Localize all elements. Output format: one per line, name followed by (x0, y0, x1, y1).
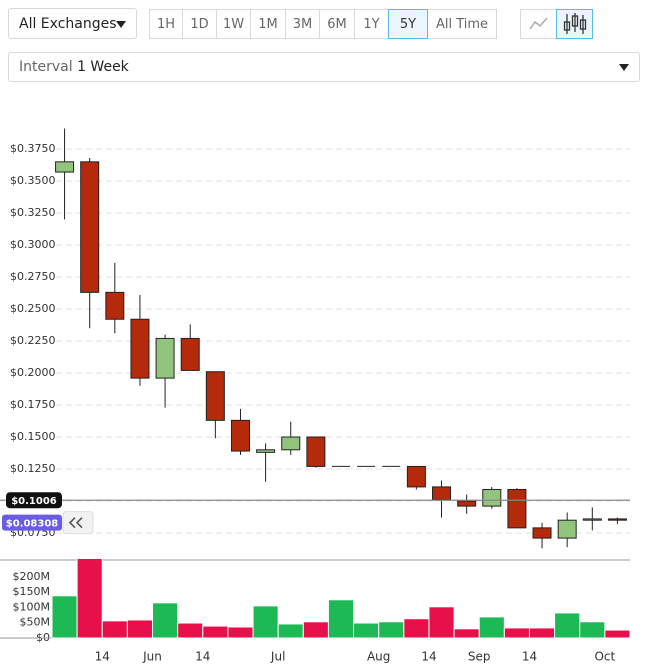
volume-bar (152, 602, 179, 639)
range-buttons: 1H 1D 1W 1M 3M 6M 1Y 5Y All Time (149, 9, 497, 39)
x-tick-label: 14 (95, 650, 110, 664)
volume-bar (428, 606, 455, 639)
candle-body (306, 436, 326, 467)
candle-body (180, 337, 200, 371)
range-button[interactable]: All Time (427, 9, 497, 39)
candle-body (155, 337, 175, 379)
x-tick-label: Sep (468, 650, 491, 664)
candle-body (80, 161, 100, 293)
y-tick-label: $0.3750 (10, 142, 56, 155)
volume-bar (76, 557, 103, 639)
candle-body (457, 500, 477, 507)
candle-chart-toggle[interactable] (556, 9, 593, 39)
candle-body (582, 518, 602, 521)
volume-bar (51, 595, 78, 639)
x-tick-label: Aug (367, 650, 390, 664)
volume-bar (126, 619, 154, 639)
volume-bar (353, 622, 380, 639)
range-button[interactable]: 1H (149, 9, 183, 39)
candle-body (205, 371, 225, 421)
volume-bar (177, 622, 204, 639)
scroll-icon (68, 517, 83, 529)
y-tick-label: $0.3250 (10, 206, 56, 219)
marker-price-label: $0.08308 (6, 519, 59, 530)
last-price-label: $0.1006 (11, 496, 57, 507)
candle-body (256, 449, 276, 453)
x-tick-label: 14 (195, 650, 210, 664)
interval-label: Interval (19, 59, 73, 75)
range-button[interactable]: 5Y (388, 9, 428, 39)
caret (116, 21, 126, 28)
y-tick-label: $0.1750 (10, 398, 56, 411)
volume-bar (202, 625, 229, 639)
candle-body (230, 419, 250, 452)
volume-bar (378, 621, 405, 639)
candle-body (607, 518, 627, 521)
volume-bar (403, 618, 430, 639)
range-button[interactable]: 1Y (354, 9, 389, 39)
x-tick-label: 14 (421, 650, 436, 664)
range-button[interactable]: 1D (182, 9, 217, 39)
interval-select[interactable]: Interval 1 Week (8, 52, 640, 82)
candle-body (482, 488, 502, 507)
scroll-button[interactable] (62, 511, 94, 535)
last-price-tag (6, 492, 62, 509)
marker-price-tag (2, 514, 62, 531)
range-button[interactable]: 1M (250, 9, 286, 39)
x-tick-label: Jun (142, 650, 162, 664)
volume-bar (302, 621, 329, 639)
volume-tick-label: $100M (13, 600, 51, 613)
volume-bar (604, 629, 631, 639)
candle-body (432, 486, 452, 501)
y-tick-label: $0.2750 (10, 270, 56, 283)
y-tick-label: $0.1500 (10, 430, 56, 443)
y-tick-label: $0.2250 (10, 334, 56, 347)
line-icon (529, 17, 548, 30)
volume-tick-label: $50M (20, 616, 51, 629)
candle-body (55, 161, 75, 173)
volume-bar (277, 623, 304, 639)
y-tick-label: $0.2000 (10, 366, 56, 379)
interval-value: 1 Week (77, 59, 129, 75)
x-tick-label: Jul (270, 650, 285, 664)
line-chart-toggle[interactable] (520, 9, 557, 39)
candle-body (507, 488, 527, 529)
volume-bar (227, 626, 254, 639)
x-tick-label: 14 (522, 650, 537, 664)
volume-tick-label: $150M (13, 585, 51, 598)
caret (619, 64, 629, 71)
candle-icon (563, 13, 587, 34)
y-tick-label: $0.1250 (10, 462, 56, 475)
volume-bar (252, 605, 279, 639)
volume-bar (453, 628, 480, 639)
y-tick-label: $0.3500 (10, 174, 56, 187)
volume-bar (554, 612, 581, 639)
volume-bar (327, 599, 355, 639)
volume-bar (503, 627, 530, 639)
volume-bar (528, 627, 556, 639)
candle-body (532, 527, 552, 539)
volume-bar (579, 621, 606, 639)
y-tick-label: $0.3000 (10, 238, 56, 251)
candle-body (105, 291, 125, 320)
range-button[interactable]: 6M (319, 9, 355, 39)
volume-bar (101, 620, 128, 639)
candle-body (406, 465, 426, 488)
candle-body (281, 436, 301, 451)
candle-body (557, 519, 577, 539)
y-tick-label: $0.2500 (10, 302, 56, 315)
candle-body (130, 318, 150, 379)
exchange-label: All Exchanges (19, 15, 117, 32)
volume-tick-label: $200M (13, 570, 51, 583)
exchange-select[interactable]: All Exchanges (8, 8, 137, 39)
x-tick-label: Oct (594, 650, 615, 664)
volume-bar (478, 616, 505, 639)
range-button[interactable]: 3M (285, 9, 320, 39)
range-button[interactable]: 1W (216, 9, 251, 39)
